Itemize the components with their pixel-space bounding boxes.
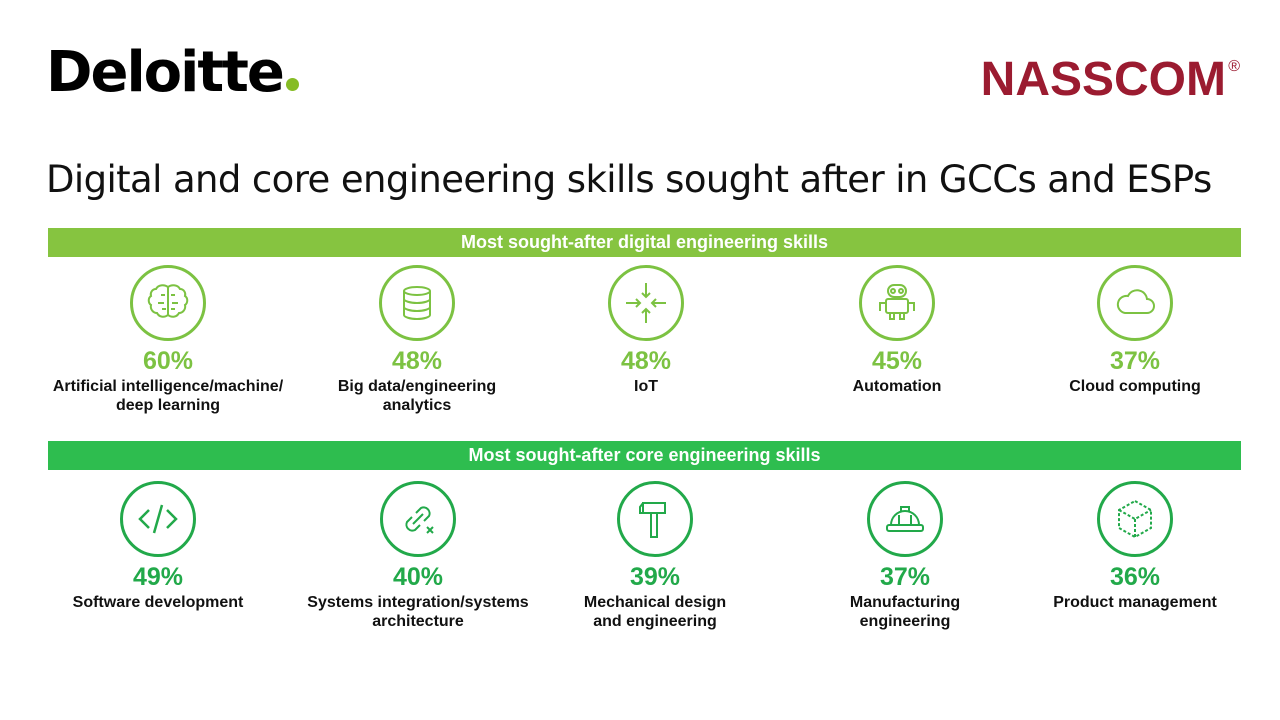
hard-hat-icon	[867, 481, 943, 557]
skill-automation: 45% Automation	[772, 265, 1022, 396]
skill-label: Artificial intelligence/machine/ deep le…	[52, 378, 284, 414]
skill-label: Software development	[72, 594, 244, 611]
cloud-icon	[1097, 265, 1173, 341]
page-title: Digital and core engineering skills soug…	[46, 158, 1212, 201]
skill-product-management: 36% Product management	[1010, 481, 1260, 612]
deloitte-logo-text: Deloitte	[46, 40, 285, 105]
skill-percentage: 36%	[1109, 563, 1161, 591]
skill-label: Mechanical design and engineering	[583, 594, 727, 630]
skill-label: Manufacturing engineering	[849, 594, 961, 630]
skill-percentage: 37%	[879, 563, 931, 591]
skill-percentage: 48%	[391, 347, 443, 375]
skill-percentage: 48%	[620, 347, 672, 375]
skill-percentage: 37%	[1109, 347, 1161, 375]
skill-label: Automation	[852, 378, 942, 395]
skill-percentage: 49%	[132, 563, 184, 591]
deloitte-green-dot	[285, 78, 299, 91]
cube-icon	[1097, 481, 1173, 557]
skill-cloud: 37% Cloud computing	[1010, 265, 1260, 396]
skill-systems-integration: 40% Systems integration/systems architec…	[293, 481, 543, 631]
skill-label: Cloud computing	[1069, 378, 1201, 395]
brain-icon	[130, 265, 206, 341]
skill-mechanical-design: 39% Mechanical design and engineering	[530, 481, 780, 631]
skill-label: Product management	[1053, 594, 1217, 611]
skill-software-development: 49% Software development	[33, 481, 283, 612]
registered-mark: ®	[1228, 58, 1240, 75]
skill-big-data: 48% Big data/engineering analytics	[292, 265, 542, 415]
skill-ai: 60% Artificial intelligence/machine/ dee…	[43, 265, 293, 415]
robot-icon	[859, 265, 935, 341]
deloitte-logo: Deloitte	[46, 40, 299, 105]
skill-label: Big data/engineering analytics	[337, 378, 497, 414]
database-icon	[379, 265, 455, 341]
skill-label: IoT	[634, 378, 658, 395]
digital-skills-heading: Most sought-after digital engineering sk…	[48, 228, 1241, 257]
hammer-icon	[617, 481, 693, 557]
skill-percentage: 45%	[871, 347, 923, 375]
core-skills-heading: Most sought-after core engineering skill…	[48, 441, 1241, 470]
nasscom-logo: NASSCOM	[980, 53, 1226, 106]
skill-label: Systems integration/systems architecture	[307, 594, 529, 630]
skill-percentage: 40%	[392, 563, 444, 591]
converge-arrows-icon	[608, 265, 684, 341]
link-icon	[380, 481, 456, 557]
skill-manufacturing-engineering: 37% Manufacturing engineering	[780, 481, 1030, 631]
skill-percentage: 39%	[629, 563, 681, 591]
skill-iot: 48% IoT	[521, 265, 771, 396]
skill-percentage: 60%	[142, 347, 194, 375]
code-icon	[120, 481, 196, 557]
